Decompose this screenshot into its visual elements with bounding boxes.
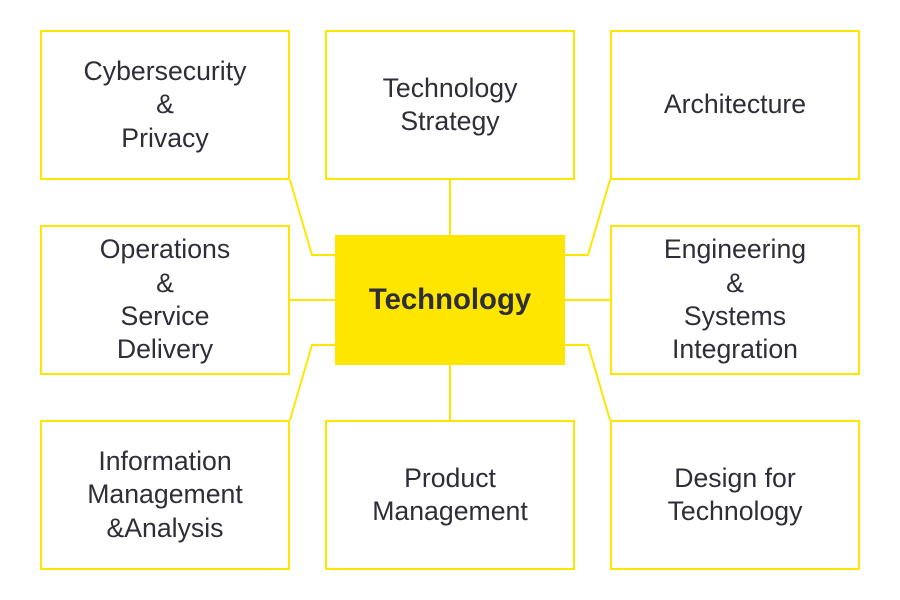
- node-label: Technology Strategy: [383, 72, 518, 139]
- connector: [565, 180, 610, 255]
- node-label: Engineering & Systems Integration: [664, 233, 806, 366]
- node-architecture: Architecture: [610, 30, 860, 180]
- connector: [290, 345, 335, 420]
- node-label: Architecture: [664, 88, 806, 121]
- node-label: Cybersecurity & Privacy: [84, 55, 247, 155]
- center-node-label: Technology: [369, 282, 531, 319]
- node-label: Operations & Service Delivery: [100, 233, 230, 366]
- node-label: Information Management &Analysis: [87, 445, 243, 545]
- node-cybersecurity-privacy: Cybersecurity & Privacy: [40, 30, 290, 180]
- center-node: Technology: [335, 235, 565, 365]
- node-product-management: Product Management: [325, 420, 575, 570]
- node-technology-strategy: Technology Strategy: [325, 30, 575, 180]
- diagram-canvas: Technology Cybersecurity & Privacy Techn…: [0, 0, 900, 600]
- node-operations-service-delivery: Operations & Service Delivery: [40, 225, 290, 375]
- node-engineering-systems-integration: Engineering & Systems Integration: [610, 225, 860, 375]
- node-label: Product Management: [372, 462, 528, 529]
- connector: [290, 180, 335, 255]
- node-label: Design for Technology: [668, 462, 803, 529]
- node-information-management-analysis: Information Management &Analysis: [40, 420, 290, 570]
- node-design-for-technology: Design for Technology: [610, 420, 860, 570]
- connector: [565, 345, 610, 420]
